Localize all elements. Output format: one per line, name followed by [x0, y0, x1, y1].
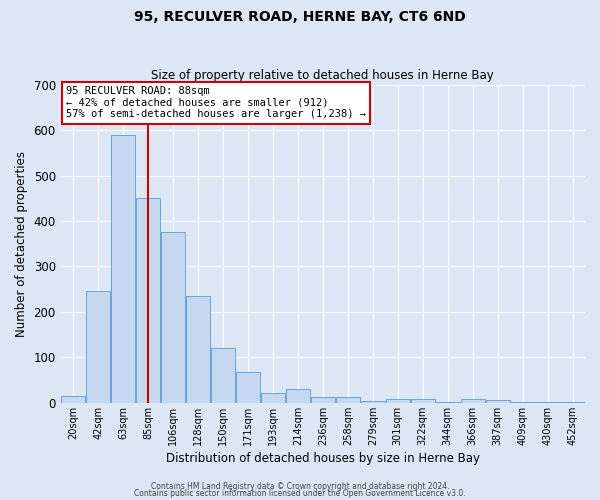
Bar [161, 232, 185, 403]
Bar [410, 400, 435, 403]
Bar [186, 296, 210, 403]
Text: Contains public sector information licensed under the Open Government Licence v3: Contains public sector information licen… [134, 489, 466, 498]
X-axis label: Distribution of detached houses by size in Herne Bay: Distribution of detached houses by size … [166, 452, 480, 465]
Bar [485, 400, 510, 403]
Bar [236, 372, 260, 403]
Bar [361, 400, 385, 403]
Text: Contains HM Land Registry data © Crown copyright and database right 2024.: Contains HM Land Registry data © Crown c… [151, 482, 449, 491]
Bar [211, 348, 235, 403]
Bar [86, 292, 110, 403]
Bar [311, 398, 335, 403]
Bar [386, 400, 410, 403]
Bar [111, 134, 135, 403]
Y-axis label: Number of detached properties: Number of detached properties [15, 150, 28, 336]
Bar [461, 400, 485, 403]
Text: 95 RECULVER ROAD: 88sqm
← 42% of detached houses are smaller (912)
57% of semi-d: 95 RECULVER ROAD: 88sqm ← 42% of detache… [66, 86, 366, 120]
Title: Size of property relative to detached houses in Herne Bay: Size of property relative to detached ho… [151, 69, 494, 82]
Bar [136, 198, 160, 403]
Bar [286, 390, 310, 403]
Bar [261, 393, 285, 403]
Bar [335, 398, 360, 403]
Bar [61, 396, 85, 403]
Text: 95, RECULVER ROAD, HERNE BAY, CT6 6ND: 95, RECULVER ROAD, HERNE BAY, CT6 6ND [134, 10, 466, 24]
Bar [436, 402, 460, 403]
